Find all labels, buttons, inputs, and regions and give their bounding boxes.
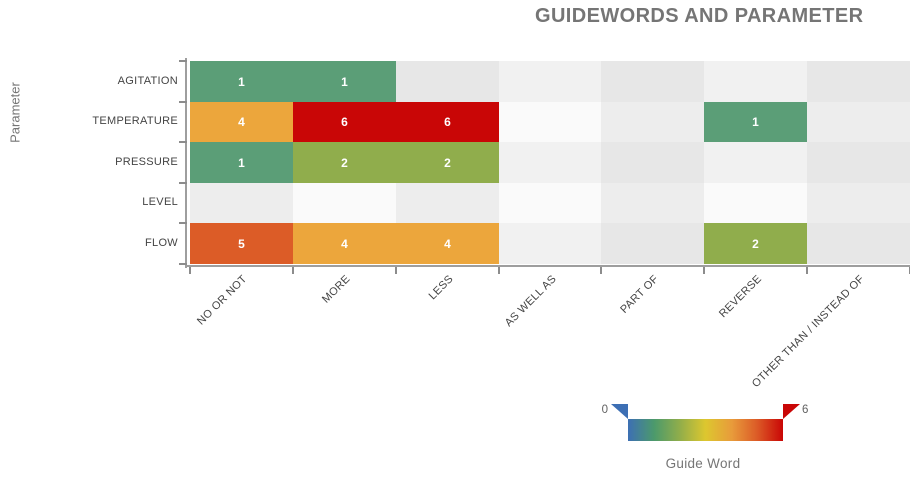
x-axis-tick	[703, 267, 705, 274]
y-axis-line	[185, 58, 187, 268]
x-axis-label: AS WELL AS	[502, 273, 559, 330]
heatmap-cell-empty	[601, 142, 704, 183]
heatmap-cell-value: 2	[752, 236, 759, 251]
heatmap-cell[interactable]: 4	[396, 223, 499, 264]
y-axis-tick	[179, 222, 187, 224]
legend-min-marker-icon	[611, 404, 628, 419]
heatmap-cell-empty	[190, 183, 293, 223]
y-axis-tick	[179, 60, 187, 62]
heatmap-cell-empty	[601, 183, 704, 223]
heatmap-cell-empty	[704, 142, 807, 183]
y-axis-tick	[179, 141, 187, 143]
heatmap-cell-empty	[601, 102, 704, 142]
heatmap-cell-empty	[499, 102, 601, 142]
heatmap-cell-value: 4	[341, 236, 348, 251]
heatmap-cell[interactable]: 1	[704, 102, 807, 142]
heatmap-cell[interactable]: 1	[293, 61, 396, 102]
x-axis-label: NO OR NOT	[195, 273, 250, 328]
heatmap-cell-value: 6	[341, 115, 348, 129]
x-axis-tick	[395, 267, 397, 274]
heatmap-cell-value: 1	[238, 155, 245, 170]
x-axis-label: PART OF	[618, 273, 661, 316]
heatmap-cell[interactable]: 2	[293, 142, 396, 183]
heatmap-cell-empty	[807, 102, 910, 142]
heatmap-cell-empty	[499, 142, 601, 183]
x-axis-tick	[189, 267, 191, 274]
x-axis-tick	[806, 267, 808, 274]
y-axis-label: LEVEL	[142, 196, 178, 208]
heatmap-cell[interactable]: 4	[190, 102, 293, 142]
x-axis-label: MORE	[320, 273, 353, 306]
heatmap-cell-value: 4	[444, 236, 451, 251]
heatmap-cell-empty	[807, 61, 910, 102]
heatmap-cell-empty	[807, 183, 910, 223]
x-axis-tick	[600, 267, 602, 274]
y-axis-tick	[179, 182, 187, 184]
heatmap-plot-area: 1 1 4 6 6 1 1 2 2 5 4 4 2	[190, 61, 910, 264]
heatmap-cell-empty	[396, 183, 499, 223]
heatmap-cell-value: 2	[341, 155, 348, 170]
heatmap-cell-empty	[807, 142, 910, 183]
legend-max-label: 6	[802, 404, 809, 416]
y-axis-label: TEMPERATURE	[92, 115, 178, 127]
heatmap-cell-empty	[499, 223, 601, 264]
x-axis-tick	[292, 267, 294, 274]
heatmap-cell[interactable]: 4	[293, 223, 396, 264]
heatmap-cell-value: 5	[238, 236, 245, 251]
heatmap-cell-value: 2	[444, 155, 451, 170]
y-axis-tick	[179, 263, 187, 265]
x-axis-tick	[498, 267, 500, 274]
heatmap-cell-empty	[704, 183, 807, 223]
heatmap-cell-value: 1	[341, 74, 348, 89]
heatmap-cell-empty	[293, 183, 396, 223]
y-axis-label: AGITATION	[117, 74, 178, 87]
heatmap-cell-value: 6	[444, 115, 451, 129]
heatmap-cell-empty	[499, 183, 601, 223]
heatmap-cell[interactable]: 5	[190, 223, 293, 264]
heatmap-cell-value: 1	[752, 115, 759, 129]
heatmap-cell-empty	[601, 223, 704, 264]
x-axis-line	[185, 265, 910, 267]
heatmap-cell-value: 4	[238, 115, 245, 129]
chart-title: GUIDEWORDS AND PARAMETER	[535, 5, 864, 27]
heatmap-cell[interactable]: 1	[190, 142, 293, 183]
legend-title: Guide Word	[665, 456, 741, 471]
y-axis-title: Parameter	[7, 82, 23, 143]
x-axis-label: OTHER THAN / INSTEAD OF	[750, 273, 867, 390]
heatmap-cell[interactable]: 2	[704, 223, 807, 264]
heatmap-cell-empty	[601, 61, 704, 102]
heatmap-cell[interactable]: 2	[396, 142, 499, 183]
heatmap-cell[interactable]: 6	[396, 102, 499, 142]
y-axis-tick	[179, 101, 187, 103]
heatmap-cell-empty	[704, 61, 807, 102]
heatmap-cell[interactable]: 1	[190, 61, 293, 102]
heatmap-cell-value: 1	[238, 74, 245, 89]
heatmap-cell-empty	[807, 223, 910, 264]
legend-max-marker-icon	[783, 404, 800, 419]
heatmap-cell-empty	[396, 61, 499, 102]
x-axis-label: REVERSE	[716, 273, 764, 321]
heatmap-cell-empty	[499, 61, 601, 102]
y-axis-label: PRESSURE	[115, 155, 178, 168]
y-axis-label: FLOW	[145, 236, 178, 249]
heatmap-cell[interactable]: 6	[293, 102, 396, 142]
x-axis-label: LESS	[426, 273, 456, 303]
legend-min-label: 0	[601, 404, 608, 416]
legend-gradient-bar	[628, 419, 783, 441]
